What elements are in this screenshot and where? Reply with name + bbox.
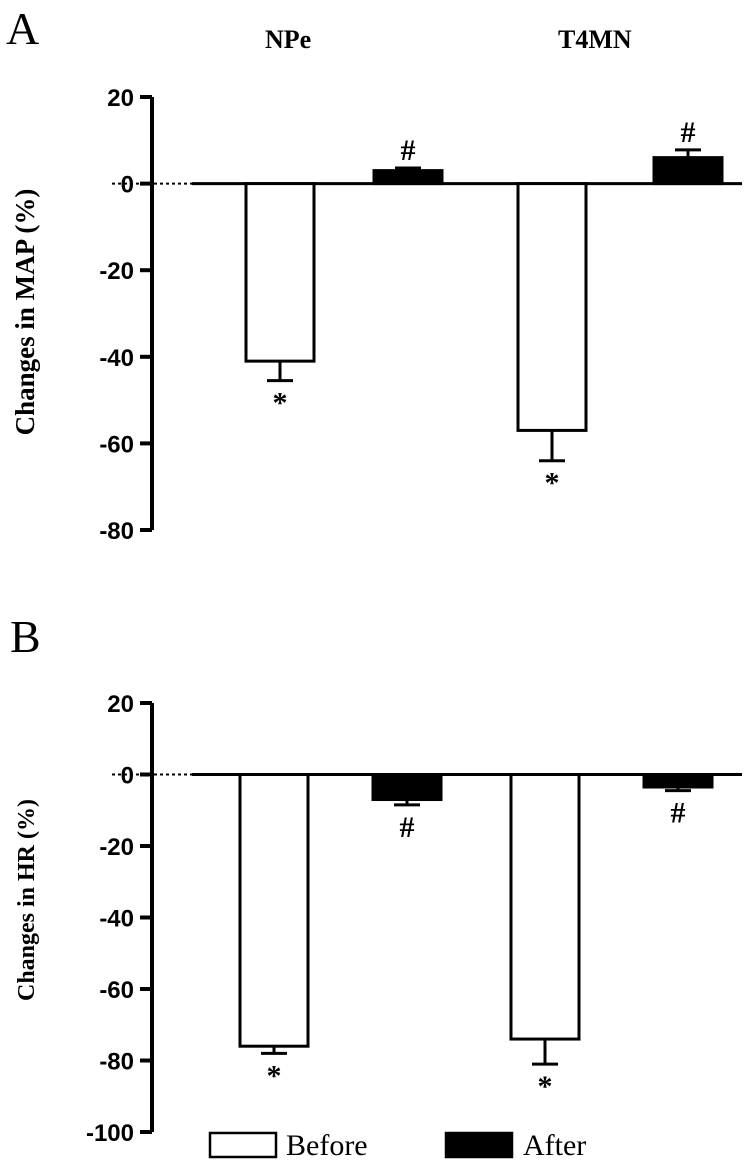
panel-b-t4mn-after-bar	[642, 773, 714, 789]
panel-a-npe-before-bar	[244, 182, 316, 363]
legend-swatch-before	[208, 1131, 278, 1159]
panel-a-npe-before-significance-mark: *	[273, 387, 288, 420]
panel-b-y-tick-label: -60	[99, 977, 134, 1004]
panel-b-y-tick-label: -40	[99, 906, 134, 933]
panel-a-letter: A	[6, 3, 39, 54]
panel-b-t4mn-before-bar	[509, 773, 581, 1041]
panel-a-t4mn-after-significance-mark: #	[681, 116, 696, 149]
panel-b-npe-after-bar	[371, 773, 443, 802]
panel-b: 20 0 -20 -40 -60 -80 -100 * # * #	[86, 691, 742, 1147]
panel-b-y-tick-label: 0	[121, 763, 134, 790]
legend-label-before: Before	[286, 1129, 368, 1160]
panel-a-y-tick-label: -60	[99, 431, 134, 458]
panel-b-y-tick-label: -100	[86, 1120, 134, 1147]
panel-a-y-tick-label: 0	[121, 172, 134, 199]
panel-a-npe-after-bar	[372, 169, 444, 186]
panel-a: 20 0 -20 -40 -60 -80 * # * #	[99, 85, 742, 545]
panel-a-ylabel: Changes in MAP (%)	[10, 189, 40, 436]
panel-a-y-tick-label: -80	[99, 518, 134, 545]
panel-b-y-tick-label: -80	[99, 1049, 134, 1076]
panel-b-y-tick-label: 20	[107, 691, 134, 718]
legend: Before After	[208, 1129, 586, 1162]
group-label-npe: NPe	[265, 25, 311, 54]
group-label-t4mn: T4MN	[558, 25, 632, 54]
panel-b-npe-before-significance-mark: *	[267, 1059, 282, 1092]
panel-b-ylabel: Changes in HR (%)	[14, 799, 40, 1001]
panel-b-t4mn-after-significance-mark: #	[671, 797, 686, 830]
panel-b-y-tick-label: -20	[99, 834, 134, 861]
panel-b-npe-after-significance-mark: #	[400, 811, 415, 844]
panel-a-t4mn-before-bar	[516, 182, 588, 432]
panel-b-letter: B	[10, 611, 41, 662]
panel-b-npe-before-bar	[238, 773, 310, 1048]
legend-swatch-after	[444, 1131, 514, 1159]
panel-a-y-tick-label: -20	[99, 258, 134, 285]
panel-a-npe-after-significance-mark: #	[401, 134, 416, 167]
panel-b-t4mn-before-significance-mark: *	[538, 1070, 553, 1103]
panel-a-t4mn-before-significance-mark: *	[545, 467, 560, 500]
panel-a-y-tick-label: -40	[99, 345, 134, 372]
panel-a-y-tick-label: 20	[107, 85, 134, 112]
legend-label-after: After	[523, 1129, 586, 1160]
panel-a-t4mn-after-bar	[652, 156, 724, 186]
